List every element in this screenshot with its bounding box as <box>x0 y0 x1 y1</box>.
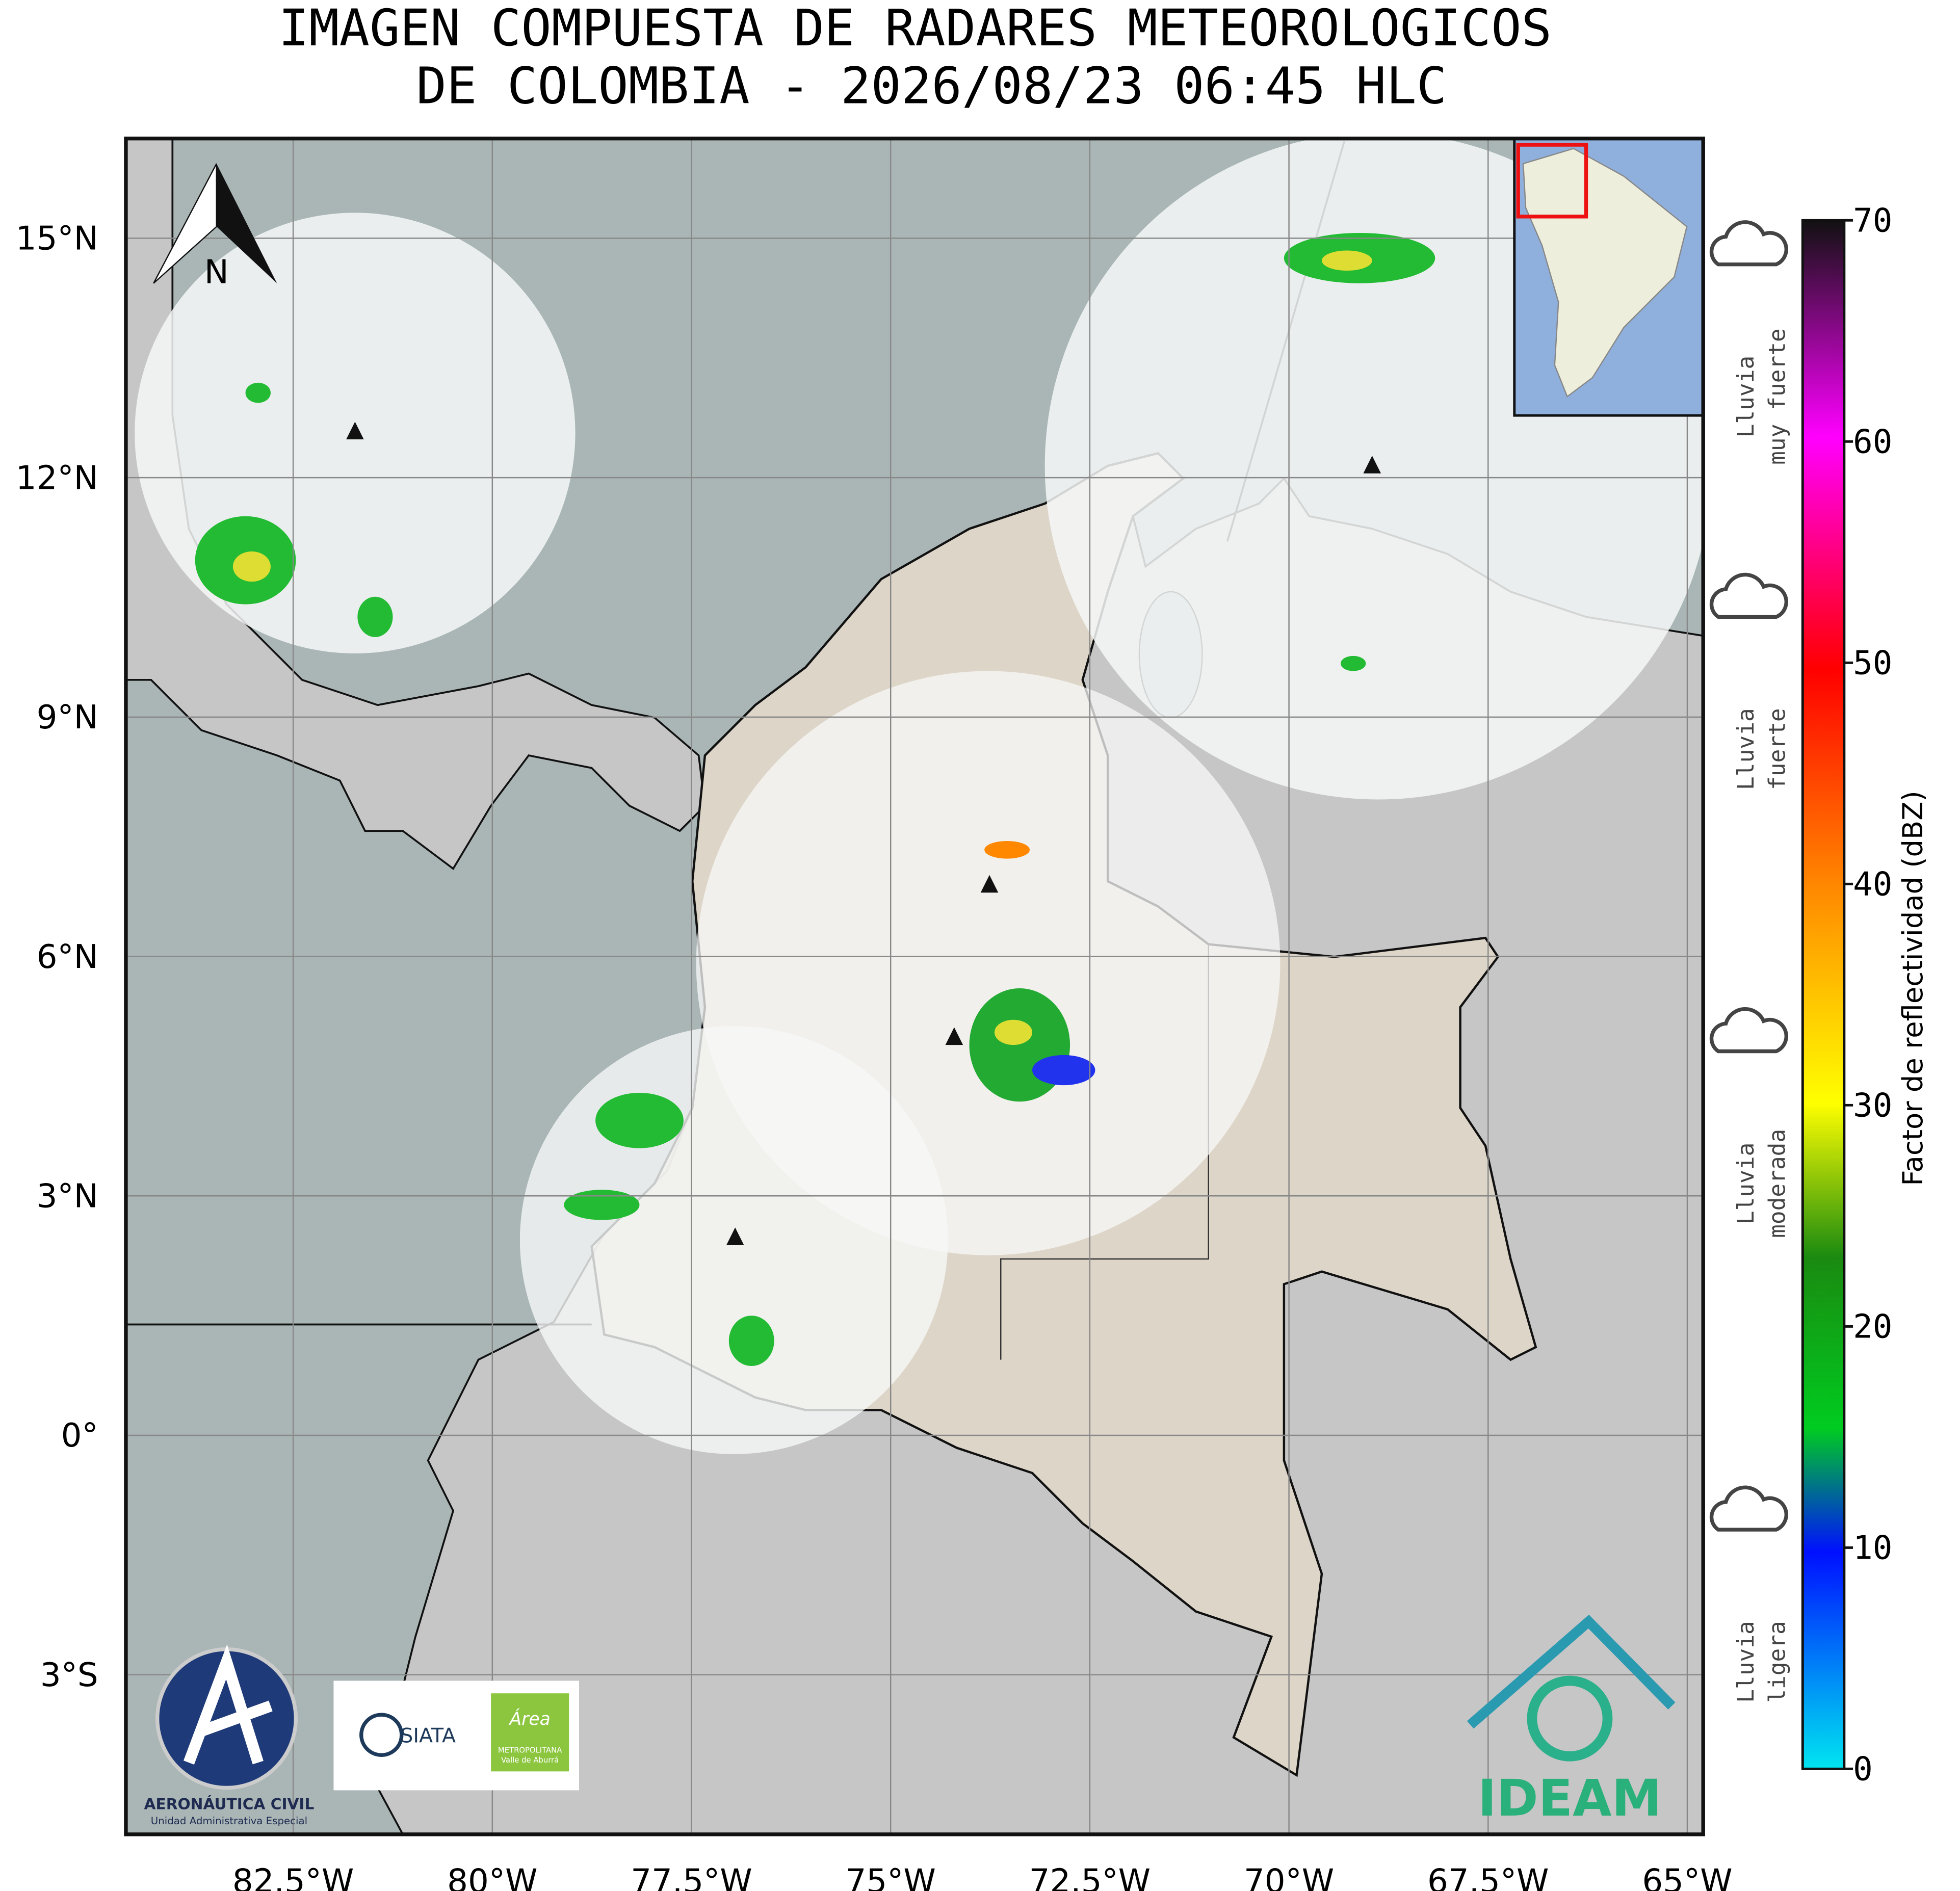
logo-box <box>491 1693 569 1772</box>
station <box>945 1027 963 1045</box>
intensity-label: Lluvia <box>1733 1621 1759 1703</box>
central-america <box>125 138 706 871</box>
map-frame <box>124 136 1705 1836</box>
title-line: DE COLOMBIA - 2026/08/23 06:45 HLC <box>416 57 1447 116</box>
intensity-label: muy fuerte <box>1765 328 1791 465</box>
axes-labels: 82.5°W 80°W 77.5°W 75°W 72.5°W 70°W 67.5°W 65°W… <box>16 220 1733 1891</box>
intensity-label: Lluvia <box>1733 356 1759 438</box>
grid <box>125 138 1704 1834</box>
x-tick-label: 75°W <box>846 1862 936 1891</box>
weather-icon <box>1709 220 1788 267</box>
echo <box>1321 250 1372 271</box>
y-tick-label: 3°N <box>37 1177 98 1216</box>
colorbar-tick-label: 60 <box>1853 423 1892 461</box>
siata-logo: SIATA Área METROPOLITANA Valle de Aburrá <box>333 1680 579 1791</box>
logo-mark <box>184 1644 273 1765</box>
x-tick-label: 72.5°W <box>1029 1862 1151 1891</box>
weather-icon <box>1709 1485 1788 1532</box>
x-tick-label: 77.5°W <box>631 1862 752 1891</box>
intensity-label: moderada <box>1765 1129 1791 1238</box>
north-label: N <box>204 253 229 292</box>
logo-roof <box>1467 1614 1676 1729</box>
echo <box>994 1019 1032 1045</box>
station <box>346 422 364 440</box>
x-tick-label: 82.5°W <box>232 1862 354 1891</box>
logo-text: Unidad Administrativa Especial <box>151 1815 307 1827</box>
y-tick-label: 15°N <box>16 220 98 258</box>
echo <box>564 1190 640 1220</box>
y-tick-label: 6°N <box>37 938 98 976</box>
echo <box>245 382 271 403</box>
logo-text: Área <box>509 1709 551 1729</box>
aeronautica-logo: AERONÁUTICA CIVIL Unidad Administrativa … <box>144 1644 315 1827</box>
cloud <box>1709 220 1788 267</box>
logo-text: METROPOLITANA <box>498 1746 562 1754</box>
station <box>980 875 999 893</box>
colorbar-ticks: 0 10 20 30 40 50 60 70 <box>1844 201 1892 1789</box>
cloud <box>1709 572 1788 619</box>
radar-echoes <box>195 232 1435 1366</box>
echo <box>232 551 271 582</box>
radar-stations <box>346 422 1381 1245</box>
x-tick-label: 80°W <box>447 1862 537 1891</box>
station <box>1363 456 1381 474</box>
y-tick-label: 12°N <box>16 459 98 497</box>
logo-sun <box>359 1713 404 1757</box>
logo-text: SIATA <box>400 1724 456 1748</box>
x-tick-label: 67.5°W <box>1427 1862 1549 1891</box>
echo <box>728 1316 774 1366</box>
weather-icon <box>1709 1007 1788 1054</box>
colorbar-label: Factor de reflectividad (dBZ) <box>1897 791 1929 1186</box>
intensity-label: ligera <box>1765 1621 1791 1703</box>
echo <box>1032 1055 1095 1086</box>
colorbar-tick-label: 50 <box>1853 644 1892 682</box>
map-area: N AERONÁUTICA CIVIL Unidad Administrativ… <box>125 138 1704 1834</box>
weather-icon <box>1709 572 1788 619</box>
y-tick-label: 3°S <box>40 1656 98 1694</box>
echo <box>595 1092 684 1148</box>
logo-text: IDEAM <box>1478 1769 1662 1828</box>
intensity-label: Lluvia <box>1733 708 1759 790</box>
inset-extent <box>1516 143 1588 219</box>
colorbar-tick-label: 30 <box>1853 1087 1892 1125</box>
cloud <box>1709 1007 1788 1054</box>
colorbar-tick-label: 10 <box>1853 1529 1892 1567</box>
echo <box>1341 655 1366 671</box>
x-tick-label: 65°W <box>1642 1862 1732 1891</box>
logo-text: Valle de Aburrá <box>501 1756 559 1765</box>
logo-text: AERONÁUTICA CIVIL <box>144 1795 315 1813</box>
colorbar-tick-label: 40 <box>1853 865 1892 904</box>
cloud <box>1709 1485 1788 1532</box>
logo-swirl <box>1527 1675 1613 1762</box>
y-tick-label: 9°N <box>37 698 98 737</box>
station <box>726 1227 744 1245</box>
echo <box>984 841 1030 859</box>
inset-map <box>1513 138 1704 417</box>
y-tick-label: 0° <box>61 1416 98 1455</box>
x-tick-label: 70°W <box>1244 1862 1334 1891</box>
colorbar-tick-label: 20 <box>1853 1308 1892 1346</box>
ideam-logo: IDEAM <box>1467 1614 1676 1828</box>
echo <box>357 596 393 637</box>
colorbar <box>1801 219 1846 1770</box>
intensity-label: Lluvia <box>1733 1143 1759 1225</box>
title-line: IMAGEN COMPUESTA DE RADARES METEOROLOGIC… <box>279 0 1552 58</box>
colorbar-tick-label: 70 <box>1853 201 1892 240</box>
colorbar-tick-label: 0 <box>1853 1750 1873 1789</box>
inset-continent <box>1522 148 1688 398</box>
intensity-label: fuerte <box>1765 708 1791 790</box>
